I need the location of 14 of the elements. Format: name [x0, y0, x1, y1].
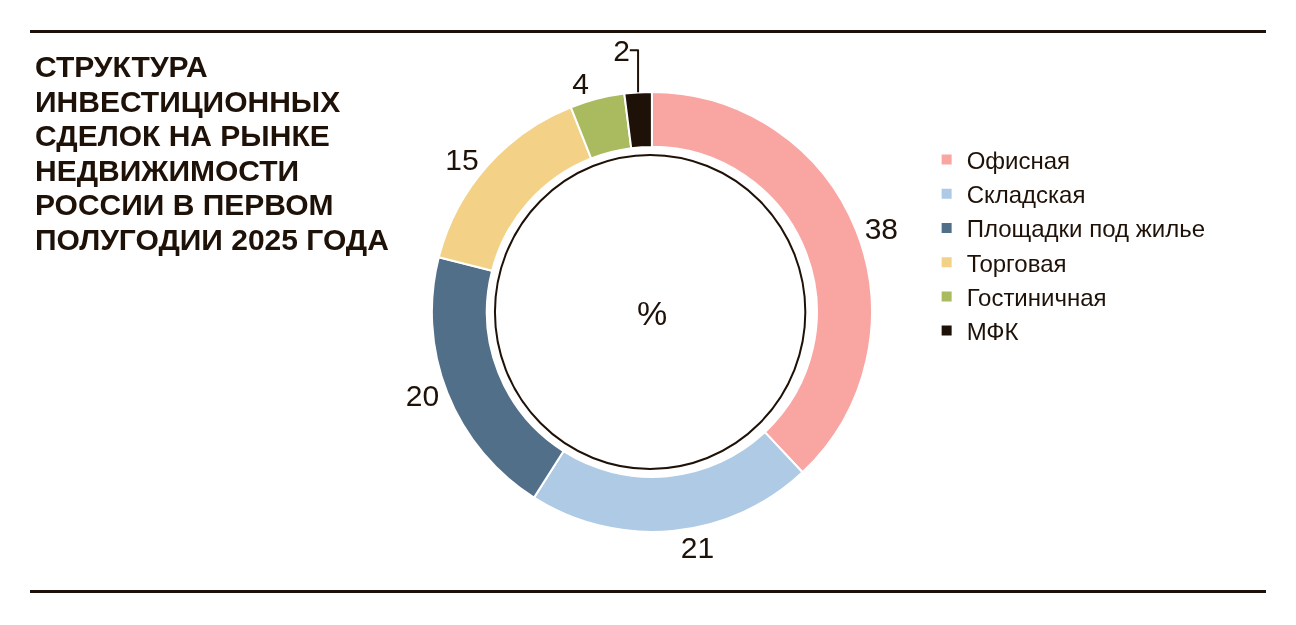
data-label: 4 — [572, 66, 589, 100]
legend-label: МФК — [966, 317, 1019, 345]
text: % — [637, 294, 668, 332]
data-label: 38 — [864, 212, 899, 246]
legend-label: Складская — [966, 181, 1086, 209]
legend-label: Площадки под жилье — [966, 215, 1205, 243]
data-label: 15 — [445, 142, 479, 176]
legend-label: Гостиничная — [966, 283, 1107, 311]
text: СТРУКТУРА ИНВЕСТИЦИОННЫХ СДЕЛОК НА РЫНКЕ НЕДВИЖИМОСТИ РОССИИ В ПЕРВОМ ПОЛУГОДИИ 2025 ГОДА — [35, 50, 390, 257]
data-label: 20 — [405, 378, 440, 412]
data-label: 2 — [613, 33, 630, 67]
data-label: 21 — [680, 530, 715, 564]
legend-label: Торговая — [966, 249, 1067, 277]
legend-label: Офисная — [966, 146, 1071, 174]
